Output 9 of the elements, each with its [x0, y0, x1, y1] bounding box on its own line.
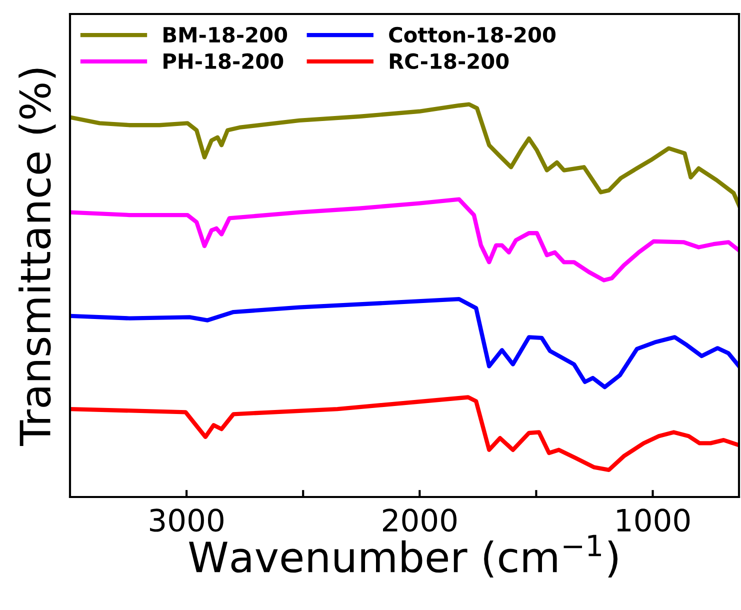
x-tick-label: 3000 — [150, 508, 224, 532]
x-tick-label: 2000 — [383, 508, 457, 532]
legend-label: PH-18-200 — [164, 53, 284, 70]
x-tick-label: 1000 — [617, 508, 690, 532]
legend-label: RC-18-200 — [390, 53, 509, 70]
legend-label: Cotton-18-200 — [389, 26, 556, 43]
y-axis-title: Transmittance (%) — [18, 68, 56, 446]
x-axis-title: Wavenumber (cm$^{−1}$) — [189, 534, 618, 578]
legend-label: BM-18-200 — [164, 26, 288, 43]
